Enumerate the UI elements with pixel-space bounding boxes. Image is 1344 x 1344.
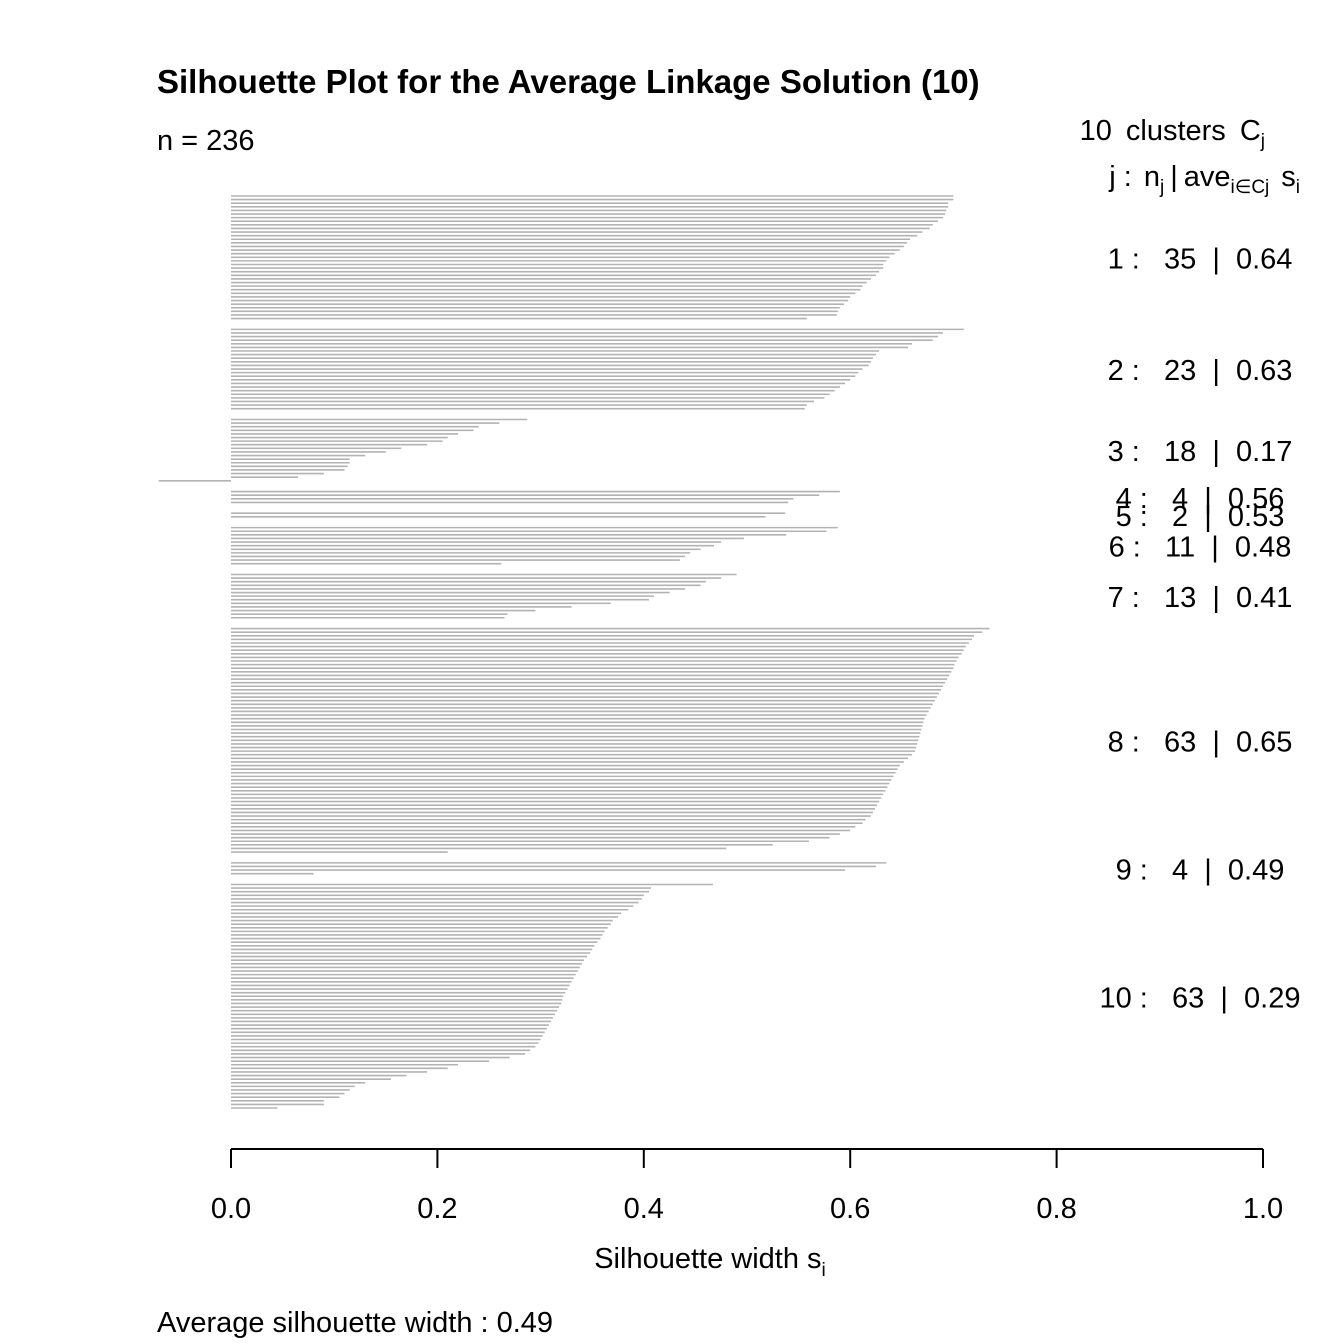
legend-ave-symbol: ave	[1184, 161, 1231, 193]
cluster-labels: 1 : 35 | 0.64 2 : 23 | 0.63 3 : 18 | 0.17 4…	[1099, 243, 1300, 1014]
n-label: n = 236	[157, 125, 255, 157]
x-tick-label-0.0: 0.0	[211, 1193, 251, 1225]
legend-s-symbol: s	[1281, 161, 1296, 193]
x-tick-label-1.0: 1.0	[1243, 1193, 1283, 1225]
legend-cluster-count: 10	[1080, 115, 1112, 147]
cluster-label-3: 3 : 18 | 0.17	[1108, 436, 1293, 468]
legend-n-subscript: j	[1159, 177, 1164, 198]
cluster-label-4: 4 : 4 | 0.56	[1116, 483, 1285, 515]
average-silhouette-width: Average silhouette width : 0.49	[157, 1307, 553, 1339]
cluster-label-5: 5 : 2 | 0.53	[1116, 501, 1285, 533]
x-axis-label-main: Silhouette width s	[594, 1243, 821, 1275]
x-axis-label: Silhouette width si	[594, 1243, 826, 1281]
legend-separator: |	[1170, 161, 1178, 193]
silhouette-bars	[158, 195, 990, 1109]
legend-n-symbol: n	[1144, 161, 1160, 193]
chart-title: Silhouette Plot for the Average Linkage …	[157, 63, 980, 100]
legend-c-subscript: j	[1260, 131, 1265, 152]
cluster-label-9: 9 : 4 | 0.49	[1116, 854, 1285, 886]
legend-header-clusters: 10 clusters Cj	[1080, 115, 1265, 152]
legend-c-symbol: C	[1240, 115, 1261, 147]
x-tick-label-0.4: 0.4	[624, 1193, 664, 1225]
legend-clusters-word: clusters	[1126, 115, 1226, 147]
cluster-label-1: 1 : 35 | 0.64	[1108, 243, 1293, 275]
legend-s-subscript: i	[1296, 177, 1300, 198]
cluster-label-2: 2 : 23 | 0.63	[1108, 355, 1293, 387]
cluster-label-6: 6 : 11 | 0.48	[1109, 532, 1292, 564]
x-tick-label-0.6: 0.6	[830, 1193, 870, 1225]
legend-ave-subscript: i∈Cj	[1231, 177, 1270, 198]
cluster-label-10: 10 : 63 | 0.29	[1099, 982, 1300, 1014]
x-axis: 0.0 0.2 0.4 0.6 0.8 1.0	[211, 1148, 1283, 1225]
cluster-label-8: 8 : 63 | 0.65	[1108, 726, 1293, 758]
legend-header-columns: j : nj | avei∈Cj si	[1108, 161, 1300, 198]
x-axis-label-subscript: i	[822, 1260, 826, 1281]
legend-j-label: j :	[1108, 161, 1132, 193]
cluster-label-7: 7 : 13 | 0.41	[1108, 582, 1293, 614]
x-tick-label-0.8: 0.8	[1036, 1193, 1076, 1225]
x-tick-label-0.2: 0.2	[417, 1193, 457, 1225]
